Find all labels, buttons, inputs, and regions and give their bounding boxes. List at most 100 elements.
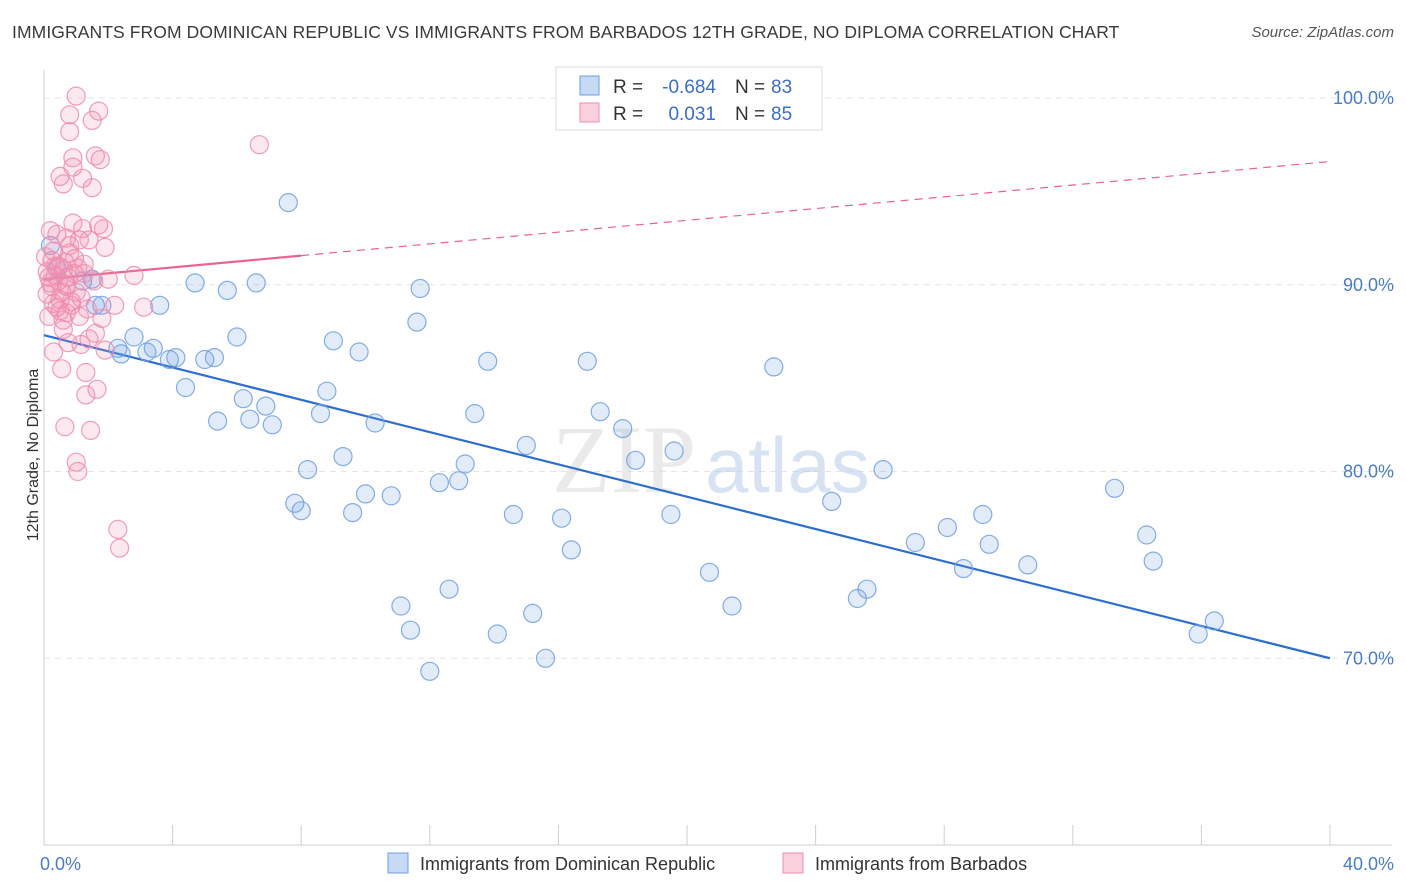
- point-barbados-60: [95, 340, 115, 360]
- y-tick-label-90: 90.0%: [1343, 275, 1394, 295]
- point-barbados-61: [98, 269, 118, 289]
- point-dominican-33: [333, 447, 353, 467]
- point-dominican-68: [857, 579, 877, 599]
- point-barbados-57: [92, 308, 112, 328]
- point-dominican-20: [227, 327, 247, 347]
- bottom-legend-label-blue: Immigrants from Dominican Republic: [420, 854, 715, 874]
- point-dominican-15: [185, 273, 205, 293]
- point-barbados-37: [69, 306, 90, 327]
- legend-r-value-1: -0.684: [662, 77, 716, 98]
- point-barbados-45: [79, 230, 99, 250]
- point-dominican-7: [111, 344, 131, 364]
- point-dominican-65: [764, 357, 784, 377]
- point-dominican-0: [40, 235, 61, 256]
- point-dominican-61: [661, 504, 681, 525]
- point-dominican-42: [410, 278, 430, 299]
- point-barbados-32: [66, 86, 86, 106]
- point-barbados-53: [87, 379, 107, 399]
- point-dominican-24: [256, 396, 276, 416]
- point-dominican-52: [516, 435, 536, 455]
- data-points: [35, 86, 1224, 681]
- point-barbados-49: [82, 178, 102, 198]
- point-dominican-54: [535, 648, 556, 668]
- point-dominican-39: [391, 596, 411, 616]
- bottom-legend-swatch-pink: [782, 852, 804, 874]
- bottom-legend: Immigrants from Dominican Republic Immig…: [387, 852, 1027, 874]
- y-tick-label-80: 80.0%: [1343, 462, 1394, 482]
- point-dominican-16: [195, 349, 215, 370]
- point-dominican-29: [298, 460, 318, 480]
- legend-r-label-2: R =: [613, 104, 643, 125]
- trend-line-0: [43, 334, 1331, 660]
- point-dominican-50: [487, 624, 507, 644]
- point-dominican-79: [1188, 624, 1208, 644]
- point-dominican-19: [217, 280, 237, 300]
- point-barbados-83: [56, 275, 77, 295]
- bottom-legend-swatch-blue: [387, 852, 409, 874]
- point-barbados-15: [52, 359, 72, 379]
- point-barbados-19: [55, 417, 75, 437]
- source-label: Source: ZipAtlas.com: [1251, 24, 1394, 41]
- point-dominican-36: [355, 484, 376, 504]
- point-dominican-62: [664, 441, 684, 461]
- trend-line-dashed-1: [301, 160, 1331, 257]
- point-dominican-45: [439, 579, 459, 599]
- bottom-legend-label-pink: Immigrants from Barbados: [815, 854, 1027, 874]
- point-barbados-67: [249, 135, 269, 155]
- point-barbados-84: [60, 235, 80, 256]
- point-barbados-62: [105, 295, 125, 315]
- axes: [43, 70, 1392, 846]
- point-dominican-28: [291, 501, 311, 521]
- point-dominican-57: [577, 351, 597, 371]
- legend-swatch-pink: [579, 102, 600, 123]
- point-barbados-64: [109, 538, 130, 558]
- point-dominican-8: [124, 327, 144, 347]
- point-dominican-53: [523, 603, 543, 624]
- point-dominican-64: [722, 596, 742, 616]
- point-barbados-80: [45, 256, 65, 276]
- point-barbados-44: [77, 299, 98, 319]
- point-dominican-32: [323, 331, 343, 351]
- point-barbados-82: [53, 320, 73, 340]
- legend-n-value-2: 85: [771, 104, 792, 125]
- point-dominican-26: [278, 193, 298, 213]
- point-dominican-35: [349, 342, 369, 362]
- point-barbados-66: [134, 297, 154, 317]
- point-dominican-25: [262, 415, 282, 435]
- point-dominican-22: [240, 409, 260, 429]
- point-dominican-37: [365, 413, 385, 433]
- point-dominican-40: [400, 620, 421, 640]
- point-barbados-35: [68, 461, 88, 482]
- point-barbados-50: [84, 271, 104, 291]
- point-barbados-16: [53, 174, 73, 194]
- point-barbados-30: [63, 213, 83, 233]
- point-barbados-59: [95, 237, 115, 257]
- point-dominican-59: [613, 419, 633, 439]
- point-barbados-25: [60, 122, 80, 142]
- point-barbados-77: [74, 264, 94, 284]
- watermark: ZIP atlas: [552, 406, 870, 513]
- y-tick-label-70: 70.0%: [1343, 648, 1394, 668]
- legend-n-label-2: N =: [735, 104, 765, 125]
- point-dominican-71: [937, 517, 958, 538]
- point-dominican-18: [208, 411, 228, 431]
- point-dominican-46: [449, 471, 469, 491]
- point-dominican-17: [204, 348, 224, 368]
- point-dominican-30: [310, 404, 331, 424]
- point-barbados-56: [90, 150, 110, 170]
- point-dominican-72: [953, 558, 974, 579]
- point-dominican-60: [625, 450, 646, 470]
- point-barbados-63: [108, 519, 128, 540]
- point-barbados-81: [50, 301, 70, 321]
- point-dominican-31: [317, 381, 337, 401]
- point-dominican-43: [420, 661, 440, 681]
- x-tick-label-max: 40.0%: [1343, 854, 1394, 874]
- point-barbados-65: [124, 265, 144, 285]
- point-dominican-11: [150, 295, 170, 315]
- point-barbados-76: [71, 288, 91, 308]
- chart-title: IMMIGRANTS FROM DOMINICAN REPUBLIC VS IM…: [12, 22, 1120, 42]
- point-dominican-13: [166, 348, 186, 368]
- point-dominican-49: [478, 351, 498, 371]
- point-dominican-21: [233, 389, 253, 409]
